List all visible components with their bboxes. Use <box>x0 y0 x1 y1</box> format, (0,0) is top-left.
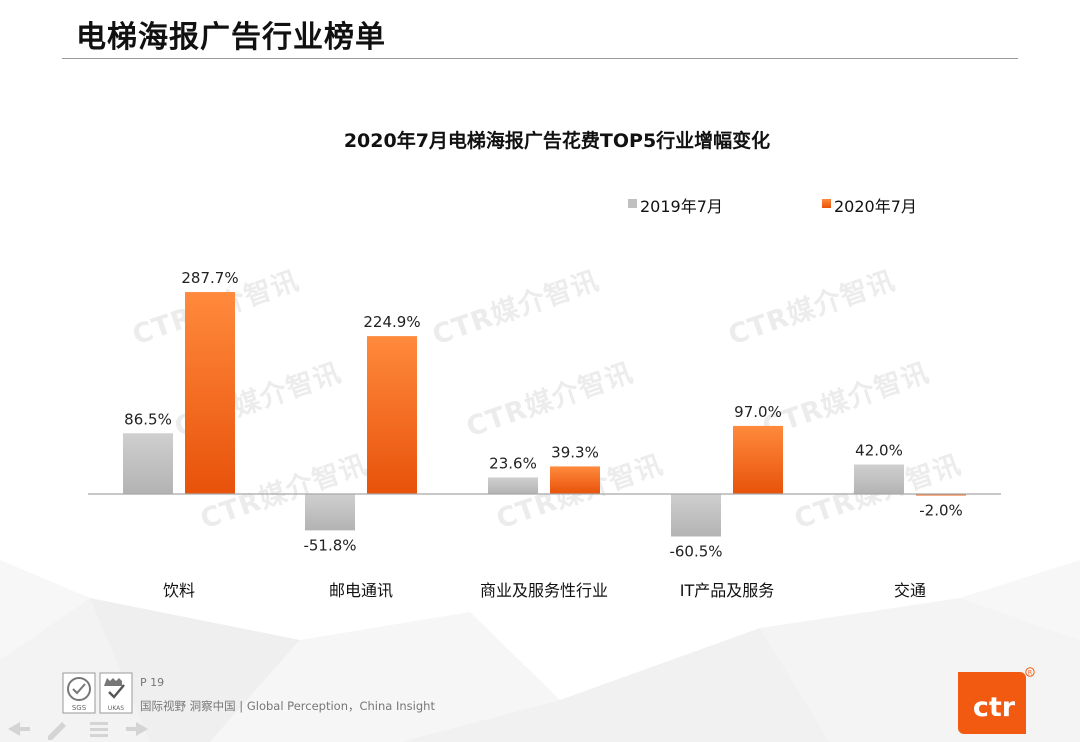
bar <box>671 494 721 537</box>
data-label: -2.0% <box>919 501 963 519</box>
certification-logos: SGS UKAS <box>62 672 133 714</box>
back-arrow-icon[interactable] <box>8 722 30 736</box>
data-label: 39.3% <box>551 443 599 461</box>
bar <box>733 425 783 494</box>
chart-title: 2020年7月电梯海报广告花费TOP5行业增幅变化 <box>344 129 770 152</box>
bar <box>550 466 600 494</box>
ctr-logo-text: ctr <box>973 692 1016 723</box>
data-label: 86.5% <box>124 410 172 428</box>
data-label: 23.6% <box>489 454 537 472</box>
bar <box>123 433 173 494</box>
category-label: 商业及服务性行业 <box>480 581 608 600</box>
bar <box>916 494 966 496</box>
chart-legend: 2019年7月 2020年7月 <box>628 197 917 216</box>
forward-arrow-icon[interactable] <box>126 722 148 736</box>
bar <box>305 494 355 531</box>
bar <box>488 477 538 494</box>
category-label: IT产品及服务 <box>680 581 775 600</box>
registered-mark: R <box>1028 670 1032 677</box>
bar <box>185 292 235 494</box>
data-label: -51.8% <box>303 536 356 554</box>
page-number: P 19 <box>140 676 165 689</box>
bar-series-group <box>123 292 966 537</box>
data-label: 97.0% <box>734 403 782 421</box>
legend-swatch <box>822 199 831 208</box>
legend-label: 2019年7月 <box>640 197 723 216</box>
data-label: 224.9% <box>363 313 420 331</box>
legend-label: 2020年7月 <box>834 197 917 216</box>
slide-navigation[interactable] <box>4 718 154 740</box>
title-divider <box>62 58 1018 59</box>
data-label: 287.7% <box>181 269 238 287</box>
category-label: 邮电通讯 <box>329 581 393 600</box>
data-label: 42.0% <box>855 442 903 460</box>
ukas-mark: UKAS <box>108 705 124 712</box>
legend-swatch <box>628 199 637 208</box>
category-label: 饮料 <box>163 581 195 600</box>
bar <box>367 336 417 494</box>
ctr-logo: ctr R <box>958 667 1035 734</box>
menu-icon[interactable] <box>90 722 108 737</box>
edit-icon[interactable] <box>48 722 66 740</box>
sgs-mark: SGS <box>72 704 87 712</box>
page-title: 电梯海报广告行业榜单 <box>76 20 386 55</box>
category-label: 交通 <box>894 581 926 600</box>
bar <box>854 464 904 494</box>
category-labels-group: 饮料 邮电通讯 商业及服务性行业 IT产品及服务 交通 <box>163 581 926 600</box>
data-label: -60.5% <box>669 542 722 560</box>
footer-slogan: 国际视野 洞察中国 | Global Perception，China Insi… <box>140 699 435 713</box>
value-labels-group: 86.5% -51.8% 23.6% -60.5% 42.0% 287.7% 224.9% 3… <box>124 269 963 560</box>
